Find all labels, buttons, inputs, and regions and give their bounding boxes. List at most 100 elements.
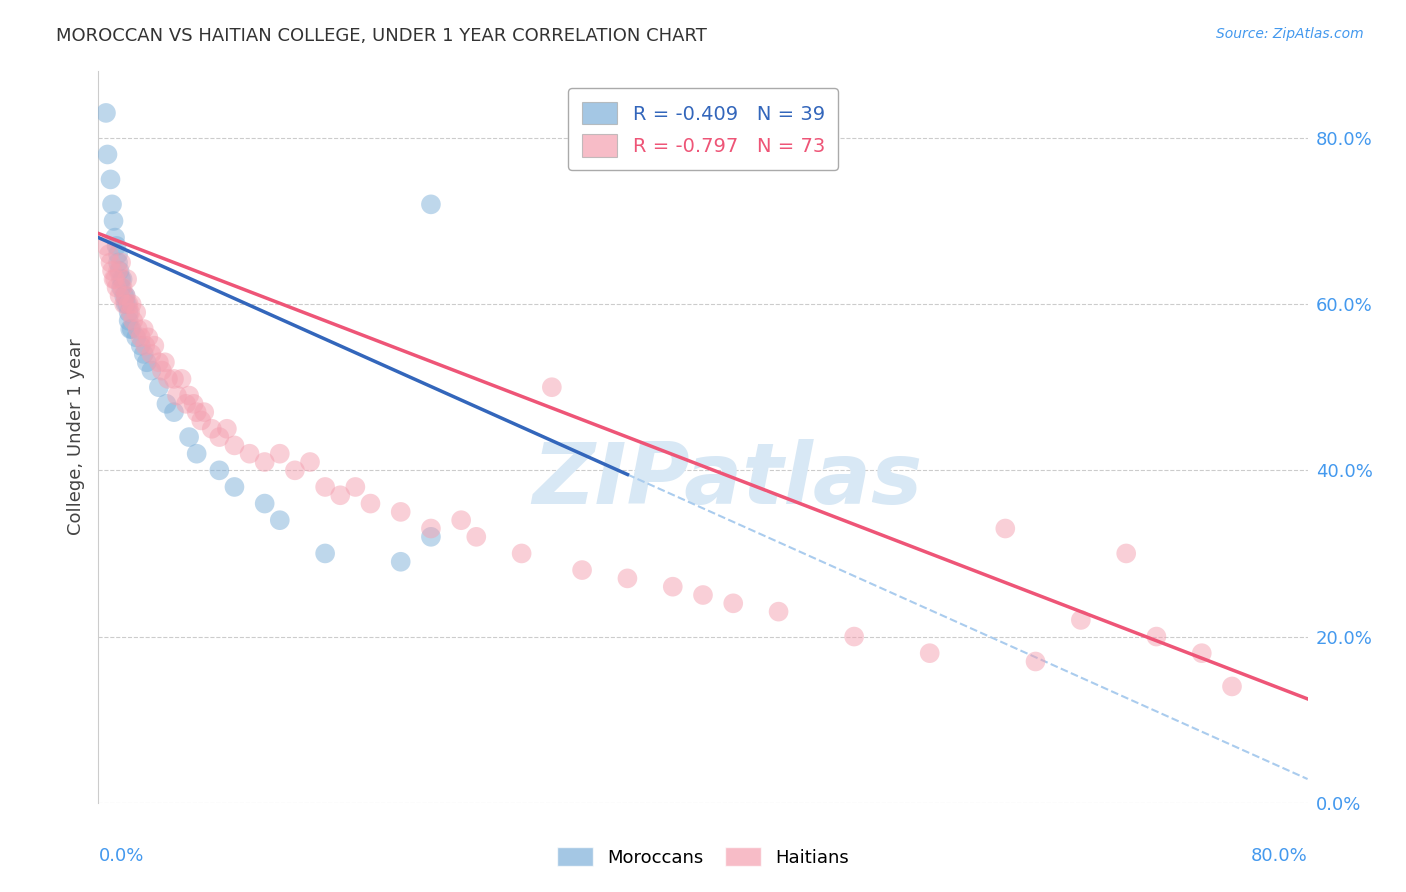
Point	[314, 546, 336, 560]
Point	[844, 630, 866, 644]
Point	[114, 289, 136, 303]
Point	[143, 338, 166, 352]
Point	[208, 430, 231, 444]
Point	[105, 280, 128, 294]
Point	[127, 322, 149, 336]
Point	[166, 388, 188, 402]
Text: ZIPatlas: ZIPatlas	[531, 440, 922, 523]
Point	[253, 455, 276, 469]
Point	[134, 338, 156, 352]
Point	[120, 322, 142, 336]
Point	[115, 297, 138, 311]
Point	[132, 322, 155, 336]
Point	[190, 413, 212, 427]
Point	[224, 480, 246, 494]
Point	[103, 272, 125, 286]
Point	[148, 380, 170, 394]
Point	[100, 172, 122, 186]
Point	[183, 397, 205, 411]
Point	[163, 405, 186, 419]
Point	[186, 405, 208, 419]
Point	[360, 497, 382, 511]
Point	[120, 305, 142, 319]
Point	[661, 580, 683, 594]
Point	[994, 521, 1017, 535]
Point	[104, 272, 127, 286]
Point	[148, 355, 170, 369]
Point	[179, 430, 201, 444]
Point	[224, 438, 246, 452]
Point	[1144, 630, 1167, 644]
Point	[571, 563, 593, 577]
Point	[136, 330, 159, 344]
Point	[329, 488, 352, 502]
Point	[284, 463, 307, 477]
Point	[420, 521, 443, 535]
Point	[111, 280, 134, 294]
Point	[121, 297, 143, 311]
Point	[114, 297, 136, 311]
Legend: R = -0.409   N = 39, R = -0.797   N = 73: R = -0.409 N = 39, R = -0.797 N = 73	[568, 88, 838, 170]
Point	[540, 380, 562, 394]
Point	[103, 214, 125, 228]
Point	[118, 305, 141, 319]
Point	[465, 530, 488, 544]
Point	[129, 338, 152, 352]
Point	[94, 239, 117, 253]
Point	[125, 305, 148, 319]
Point	[153, 355, 176, 369]
Point	[616, 571, 638, 585]
Point	[107, 247, 129, 261]
Point	[170, 372, 193, 386]
Point	[101, 197, 124, 211]
Point	[112, 289, 135, 303]
Point	[174, 397, 197, 411]
Point	[101, 264, 124, 278]
Point	[150, 363, 173, 377]
Point	[107, 255, 129, 269]
Point	[141, 347, 163, 361]
Point	[118, 314, 141, 328]
Point	[1191, 646, 1213, 660]
Point	[155, 397, 177, 411]
Point	[1220, 680, 1243, 694]
Point	[420, 197, 443, 211]
Point	[768, 605, 790, 619]
Point	[129, 330, 152, 344]
Point	[98, 247, 121, 261]
Point	[104, 230, 127, 244]
Point	[111, 272, 134, 286]
Point	[110, 280, 132, 294]
Point	[389, 505, 412, 519]
Point	[208, 463, 231, 477]
Point	[1115, 546, 1137, 560]
Point	[215, 422, 238, 436]
Point	[141, 363, 163, 377]
Point	[389, 555, 412, 569]
Point	[269, 513, 291, 527]
Point	[94, 106, 117, 120]
Point	[1024, 655, 1046, 669]
Point	[299, 455, 322, 469]
Legend: Moroccans, Haitians: Moroccans, Haitians	[550, 840, 856, 874]
Point	[115, 272, 138, 286]
Point	[132, 347, 155, 361]
Text: 80.0%: 80.0%	[1251, 847, 1308, 864]
Point	[253, 497, 276, 511]
Point	[193, 405, 215, 419]
Point	[105, 239, 128, 253]
Point	[112, 297, 135, 311]
Point	[156, 372, 179, 386]
Point	[450, 513, 472, 527]
Text: 0.0%: 0.0%	[98, 847, 143, 864]
Point	[692, 588, 714, 602]
Text: Source: ZipAtlas.com: Source: ZipAtlas.com	[1216, 27, 1364, 41]
Point	[118, 297, 141, 311]
Point	[269, 447, 291, 461]
Point	[135, 355, 157, 369]
Point	[1070, 613, 1092, 627]
Point	[918, 646, 941, 660]
Point	[108, 289, 131, 303]
Point	[163, 372, 186, 386]
Point	[420, 530, 443, 544]
